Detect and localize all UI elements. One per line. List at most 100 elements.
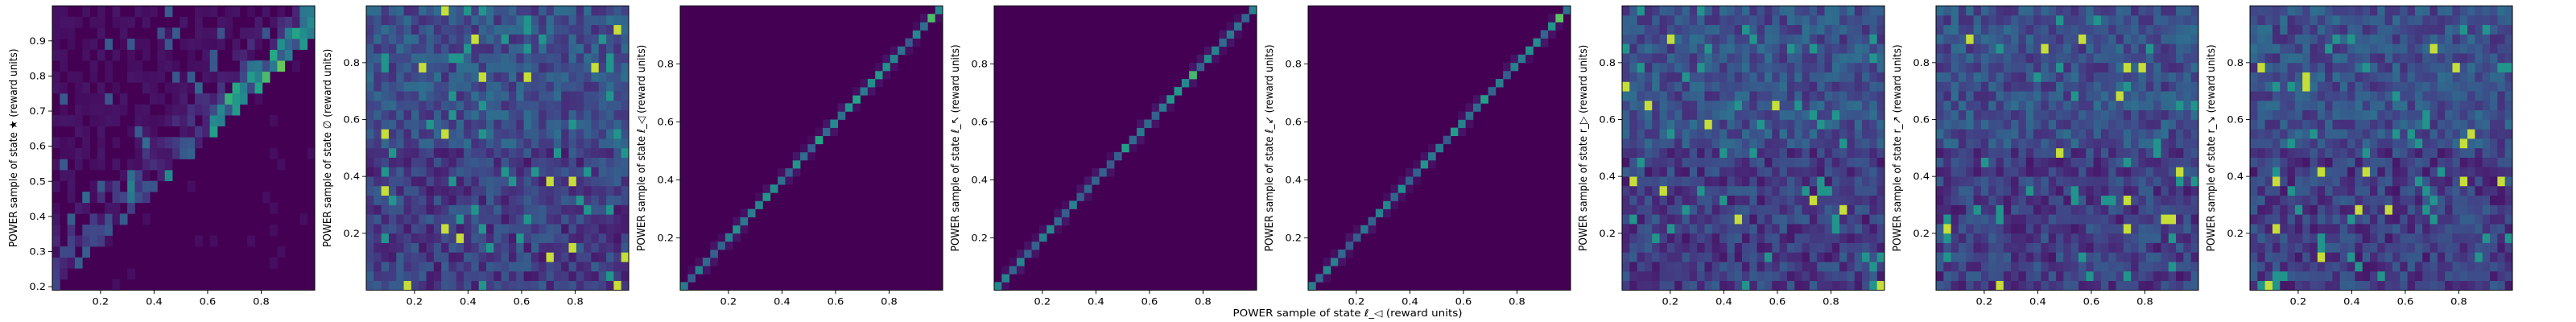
heatmap-cell (1854, 176, 1863, 187)
heatmap-cell (2018, 6, 2027, 16)
heatmap-cell (2482, 109, 2491, 120)
heatmap-cell (1637, 119, 1645, 130)
heatmap-cell (433, 62, 442, 72)
heatmap-cell (553, 43, 562, 54)
heatmap-cell (2131, 100, 2139, 111)
heatmap-cell (478, 242, 487, 253)
heatmap-cell (1876, 242, 1885, 253)
heatmap-cell (576, 138, 584, 149)
heatmap-cell (82, 202, 90, 214)
heatmap-cell (2504, 72, 2513, 82)
heatmap-cell (2131, 147, 2139, 158)
heatmap-cell (2176, 72, 2184, 82)
heatmap-cell (2310, 53, 2318, 64)
heatmap-cell (1061, 208, 1070, 217)
heatmap-cell (433, 214, 442, 225)
heatmap-cell (1719, 242, 1728, 253)
heatmap-cell (105, 60, 113, 72)
heatmap-cell (1831, 224, 1840, 234)
heatmap-cell (1637, 129, 1645, 139)
heatmap-cell (1809, 224, 1818, 234)
heatmap-cell (2475, 176, 2483, 187)
heatmap-cell (2250, 109, 2258, 120)
heatmap-cell (1749, 119, 1758, 130)
heatmap-cell (2131, 53, 2139, 64)
heatmap-cell (1802, 252, 1810, 262)
heatmap-cell (1824, 129, 1833, 139)
heatmap-cell (2153, 53, 2161, 64)
heatmap-cell (1644, 138, 1653, 149)
heatmap-cell (2362, 176, 2371, 187)
heatmap-cell (464, 224, 472, 234)
heatmap-cell (194, 126, 203, 138)
heatmap-cell (1802, 147, 1810, 158)
heatmap-cell (1659, 242, 1668, 253)
heatmap-cell (2078, 147, 2087, 158)
heatmap-cell (2123, 242, 2132, 253)
heatmap-cell (2377, 195, 2386, 205)
heatmap-cell (1779, 270, 1788, 282)
heatmap-cell (2467, 233, 2475, 243)
heatmap-cell (1794, 72, 1802, 82)
heatmap-cell (2100, 224, 2109, 234)
heatmap-cell (112, 279, 121, 291)
heatmap-cell (2003, 270, 2012, 282)
heatmap-cell (1980, 242, 1989, 253)
heatmap-cell (1465, 119, 1474, 128)
heatmap-cell (1390, 192, 1399, 201)
heatmap-cell (2093, 270, 2102, 282)
heatmap-cell (2063, 242, 2072, 253)
y-tick-label: 0.8 (2227, 57, 2244, 68)
heatmap-cell (1786, 43, 1795, 54)
heatmap-cell (441, 119, 449, 130)
heatmap-cell (546, 280, 555, 291)
heatmap-cell (1966, 6, 1974, 16)
heatmap-cell (2161, 91, 2169, 101)
heatmap-cell (2317, 6, 2326, 16)
heatmap-cell (1704, 24, 1713, 35)
heatmap-cell (1988, 100, 1996, 111)
heatmap-cell (1936, 262, 1944, 272)
heatmap-cell (2504, 138, 2513, 149)
heatmap-cell (1996, 262, 2004, 272)
heatmap-cell (1786, 280, 1795, 291)
heatmap-cell (2078, 204, 2087, 215)
heatmap-cell (134, 71, 143, 83)
heatmap-cell (2355, 233, 2363, 243)
heatmap-cell (2362, 100, 2371, 111)
heatmap-cell (1817, 24, 1825, 35)
heatmap-cell (1046, 225, 1055, 234)
heatmap-cell (456, 195, 464, 205)
heatmap-cell (613, 176, 622, 187)
heatmap-cell (2161, 270, 2169, 282)
heatmap-cell (2272, 6, 2281, 16)
heatmap-cell (539, 119, 547, 130)
heatmap-cell (516, 81, 524, 92)
heatmap-cell (2145, 157, 2154, 167)
heatmap-cell (2362, 204, 2371, 215)
heatmap-cell (508, 14, 517, 26)
heatmap-cell (1704, 214, 1713, 225)
heatmap-cell (2025, 224, 2034, 234)
heatmap-cell (1779, 14, 1788, 26)
heatmap-cell (1943, 252, 1952, 262)
heatmap-cell (471, 157, 480, 167)
heatmap-cell (2504, 185, 2513, 196)
heatmap-cell (2168, 138, 2177, 149)
heatmap-cell (523, 34, 532, 44)
heatmap-cell (1734, 138, 1743, 149)
heatmap-cell (299, 16, 308, 28)
x-tick-label: 0.6 (200, 296, 217, 307)
heatmap-cell (2414, 138, 2423, 149)
heatmap-cell (1966, 185, 1974, 196)
heatmap-cell (2475, 262, 2483, 272)
heatmap-cell (74, 257, 83, 269)
heatmap-cell (2138, 109, 2147, 120)
heatmap-cell (52, 268, 60, 280)
heatmap-cell (2422, 176, 2430, 187)
heatmap-cell (2280, 43, 2288, 54)
heatmap-cell (1413, 176, 1422, 185)
heatmap-cell (1847, 24, 1856, 35)
heatmap-cell (1958, 34, 1967, 44)
heatmap-cell (2362, 62, 2371, 72)
